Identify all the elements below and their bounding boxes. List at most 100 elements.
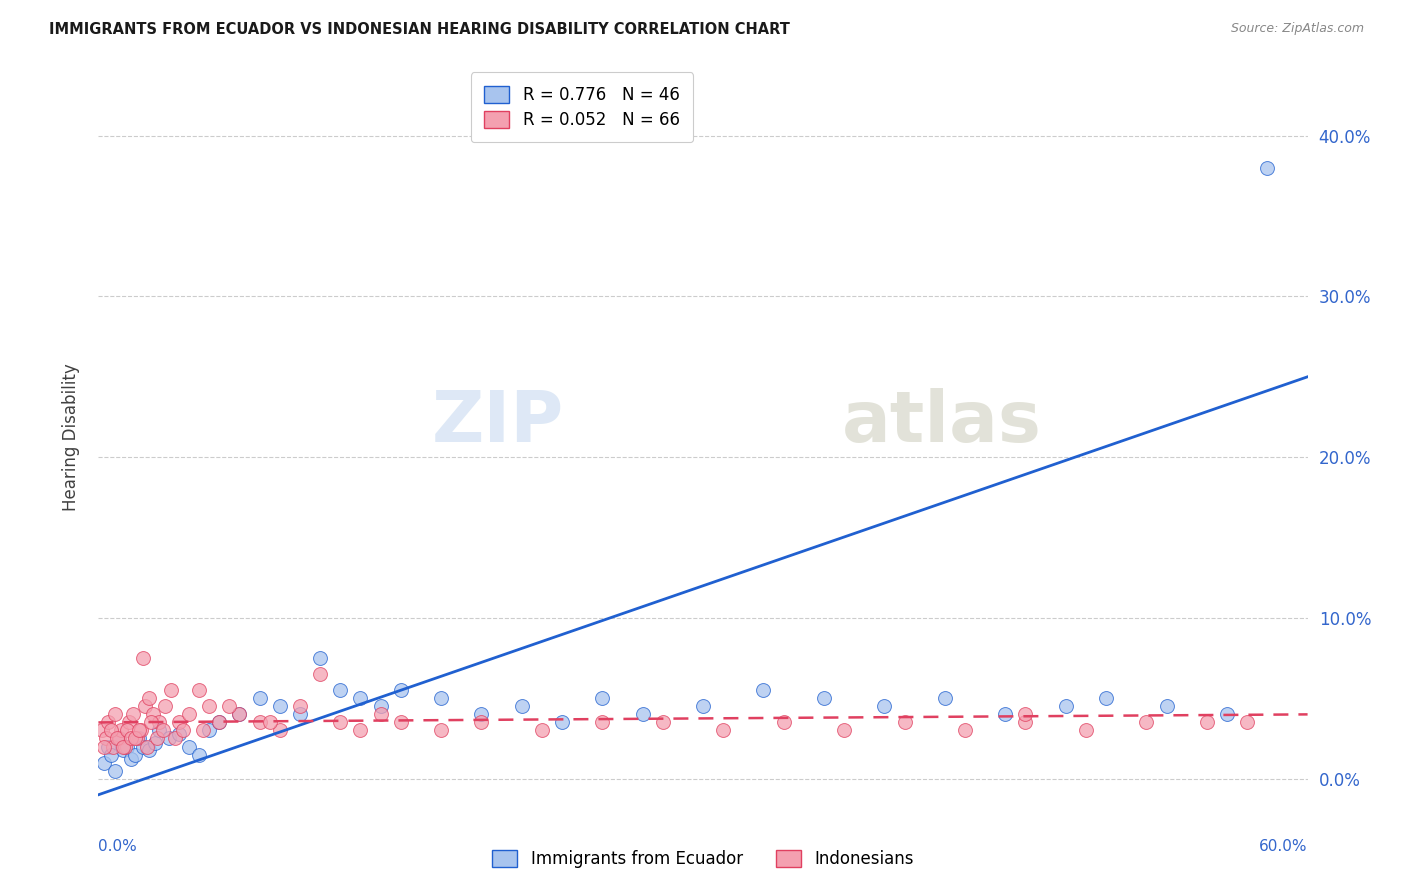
- Point: [93, 739, 115, 754]
- Point: [97, 739, 120, 754]
- Point: [120, 731, 142, 746]
- Point: [135, 739, 157, 754]
- Point: [111, 743, 134, 757]
- Point: [591, 715, 613, 730]
- Point: [129, 723, 152, 738]
- Point: [100, 747, 122, 762]
- Point: [389, 683, 412, 698]
- Point: [994, 707, 1017, 722]
- Point: [228, 707, 250, 722]
- Point: [167, 715, 190, 730]
- Text: Source: ZipAtlas.com: Source: ZipAtlas.com: [1230, 22, 1364, 36]
- Legend: Immigrants from Ecuador, Indonesians: Immigrants from Ecuador, Indonesians: [485, 843, 921, 875]
- Point: [1014, 707, 1036, 722]
- Point: [893, 715, 915, 730]
- Point: [269, 699, 291, 714]
- Point: [218, 699, 240, 714]
- Point: [118, 715, 141, 730]
- Point: [97, 715, 120, 730]
- Point: [139, 715, 162, 730]
- Point: [107, 731, 129, 746]
- Point: [370, 707, 392, 722]
- Point: [752, 683, 775, 698]
- Text: 60.0%: 60.0%: [1260, 839, 1308, 855]
- Point: [249, 715, 271, 730]
- Point: [349, 691, 371, 706]
- Point: [551, 715, 574, 730]
- Point: [249, 691, 271, 706]
- Point: [510, 699, 533, 714]
- Point: [934, 691, 956, 706]
- Point: [96, 731, 118, 746]
- Point: [1256, 161, 1278, 175]
- Point: [1156, 699, 1178, 714]
- Point: [953, 723, 976, 738]
- Point: [132, 739, 155, 754]
- Point: [309, 667, 332, 681]
- Text: ZIP: ZIP: [432, 388, 564, 457]
- Point: [105, 731, 128, 746]
- Point: [470, 707, 492, 722]
- Point: [208, 715, 231, 730]
- Point: [259, 715, 281, 730]
- Point: [148, 723, 170, 738]
- Point: [692, 699, 714, 714]
- Point: [370, 699, 392, 714]
- Point: [832, 723, 855, 738]
- Point: [124, 747, 146, 762]
- Point: [125, 731, 148, 746]
- Point: [193, 723, 215, 738]
- Point: [309, 651, 332, 665]
- Point: [1095, 691, 1118, 706]
- Point: [198, 723, 221, 738]
- Point: [157, 731, 180, 746]
- Point: [134, 699, 156, 714]
- Point: [430, 723, 453, 738]
- Point: [115, 739, 138, 754]
- Point: [772, 715, 794, 730]
- Point: [121, 707, 143, 722]
- Point: [138, 743, 160, 757]
- Point: [1054, 699, 1077, 714]
- Point: [124, 731, 146, 746]
- Point: [198, 699, 221, 714]
- Point: [100, 723, 122, 738]
- Point: [470, 715, 492, 730]
- Point: [160, 683, 183, 698]
- Point: [288, 699, 311, 714]
- Point: [179, 707, 201, 722]
- Point: [107, 731, 129, 746]
- Point: [120, 752, 142, 766]
- Point: [103, 707, 125, 722]
- Point: [188, 747, 211, 762]
- Point: [143, 736, 166, 750]
- Point: [103, 764, 125, 778]
- Point: [349, 723, 371, 738]
- Point: [389, 715, 412, 730]
- Point: [167, 727, 190, 741]
- Point: [1014, 715, 1036, 730]
- Point: [651, 715, 673, 730]
- Point: [101, 739, 124, 754]
- Point: [138, 691, 160, 706]
- Legend: R = 0.776   N = 46, R = 0.052   N = 66: R = 0.776 N = 46, R = 0.052 N = 66: [471, 72, 693, 142]
- Point: [93, 756, 115, 770]
- Point: [1216, 707, 1239, 722]
- Point: [1135, 715, 1157, 730]
- Point: [813, 691, 835, 706]
- Point: [128, 731, 150, 746]
- Point: [114, 739, 136, 754]
- Point: [1236, 715, 1258, 730]
- Point: [329, 683, 352, 698]
- Point: [430, 691, 453, 706]
- Point: [329, 715, 352, 730]
- Text: IMMIGRANTS FROM ECUADOR VS INDONESIAN HEARING DISABILITY CORRELATION CHART: IMMIGRANTS FROM ECUADOR VS INDONESIAN HE…: [49, 22, 790, 37]
- Point: [146, 731, 169, 746]
- Point: [152, 723, 174, 738]
- Point: [110, 723, 132, 738]
- Text: atlas: atlas: [842, 388, 1042, 457]
- Point: [111, 739, 134, 754]
- Point: [873, 699, 896, 714]
- Point: [530, 723, 553, 738]
- Point: [188, 683, 211, 698]
